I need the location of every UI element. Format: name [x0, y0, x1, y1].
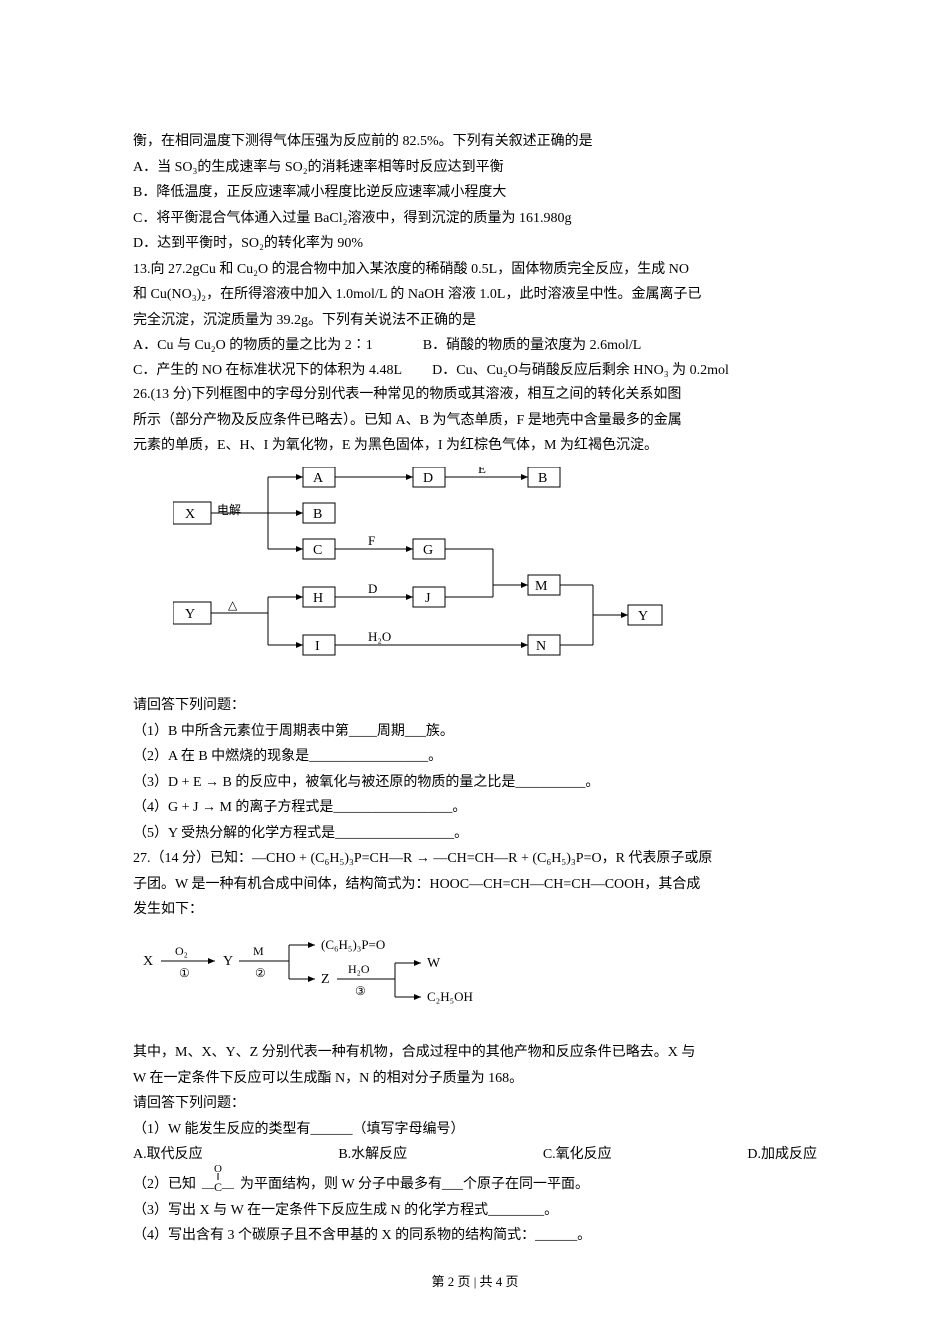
q26-stem-2: 所示（部分产物及反应条件已略去）。已知 A、B 为气态单质，F 是地壳中含量最多… [133, 409, 817, 434]
q26-stem-1: 26.(13 分)下列框图中的字母分别代表一种常见的物质或其溶液，相互之间的转化… [133, 383, 817, 408]
q27-s2-b: 为平面结构，则 W 分子中最多有___个原子在同一平面。 [240, 1173, 589, 1198]
node-x: X [185, 507, 195, 522]
node-b: B [313, 507, 322, 522]
q13-row-cd: C．产生的 NO 在标准状况下的体积为 4.48L D．Cu、Cu₂O与硝酸反应… [133, 359, 817, 384]
q27-stem-1: 27.（14 分）已知：—CHO + (C₆H₅)₃P=CH—R → —CH=C… [133, 847, 817, 872]
q13-row-ab: A．Cu 与 Cu₂O 的物质的量之比为 2∶1 B．硝酸的物质的量浓度为 2.… [133, 334, 817, 359]
q27-stem-2: 子团。W 是一种有机合成中间体，结构简式为：HOOC—CH=CH—CH=CH—C… [133, 873, 817, 898]
q13-opt-c: C．产生的 NO 在标准状况下的体积为 4.48L [133, 359, 402, 384]
node-a: A [313, 471, 324, 486]
q13-stem-2: 和 Cu(NO₃)₂，在所得溶液中加入 1.0mol/L 的 NaOH 溶液 1… [133, 283, 817, 308]
node-i: I [315, 639, 320, 654]
q27-stem-5: W 在一定条件下反应可以生成酯 N，N 的相对分子质量为 168。 [133, 1067, 817, 1092]
node-h: H [313, 591, 323, 606]
q27-reaction: X O₂ ① Y M ② (C₆H₅)₃P=O Z H₂O ③ W C₂H₅OH [143, 935, 817, 1030]
q27-s3: （3）写出 X 与 W 在一定条件下反应生成 N 的化学方程式________。 [133, 1199, 817, 1224]
rx-x: X [143, 954, 153, 969]
q27-s1-d: D.加成反应 [747, 1143, 817, 1168]
q27-s1-c: C.氧化反应 [543, 1143, 612, 1168]
rx-s3: ③ [355, 984, 366, 998]
q12-opt-d: D．达到平衡时，SO₂的转化率为 90% [133, 232, 817, 257]
q12-trail: 衡，在相同温度下测得气体压强为反应前的 82.5%。下列有关叙述正确的是 [133, 130, 817, 155]
q13-stem-1: 13.向 27.2gCu 和 Cu₂O 的混合物中加入某浓度的稀硝酸 0.5L，… [133, 258, 817, 283]
edge-electrolysis: 电解 [217, 503, 241, 517]
rx-out2: C₂H₅OH [427, 989, 473, 1004]
q13-opt-d: D．Cu、Cu₂O与硝酸反应后剩余 HNO₃ 为 0.2mol [432, 359, 729, 384]
node-n: N [536, 639, 546, 654]
node-m: M [535, 579, 548, 594]
edge-triangle: △ [228, 598, 238, 612]
q26-s1: （1）B 中所含元素位于周期表中第____周期___族。 [133, 720, 817, 745]
rx-m: M [253, 944, 264, 958]
q26-stem-3: 元素的单质，E、H、I 为氧化物，E 为黑色固体，I 为红棕色气体，M 为红褐色… [133, 434, 817, 459]
q13-opt-b: B．硝酸的物质的量浓度为 2.6mol/L [423, 334, 642, 359]
edge-f: F [368, 533, 375, 548]
q27-s1-a: A.取代反应 [133, 1143, 203, 1168]
rx-s2: ② [255, 966, 266, 980]
q26-sub-prompt: 请回答下列问题： [133, 694, 817, 719]
q27-s2-a: （2）已知 [133, 1173, 196, 1198]
node-j: J [425, 591, 431, 606]
rx-y: Y [223, 954, 233, 969]
rx-o2: O₂ [175, 944, 188, 958]
node-g: G [423, 543, 433, 558]
node-y: Y [185, 607, 195, 622]
q26-diagram: X 电解 A B C D E B F G M Y △ H I D J [173, 467, 817, 687]
rx-w: W [427, 956, 441, 971]
edge-h2o: H₂O [368, 629, 391, 644]
rx-out1: (C₆H₅)₃P=O [321, 937, 385, 952]
q12-opt-c: C．将平衡混合气体通入过量 BaCl₂溶液中，得到沉淀的质量为 161.980g [133, 207, 817, 232]
rx-h2o: H₂O [348, 962, 370, 976]
q27-s1: （1）W 能发生反应的类型有______（填写字母编号） [133, 1118, 817, 1143]
q26-s5: （5）Y 受热分解的化学方程式是_________________。 [133, 822, 817, 847]
q27-s1-b: B.水解反应 [338, 1143, 407, 1168]
edge-d: D [368, 581, 377, 596]
node-b2: B [538, 471, 547, 486]
node-d: D [423, 471, 433, 486]
q26-s2: （2）A 在 B 中燃烧的现象是_________________。 [133, 745, 817, 770]
q27-stem-4: 其中，M、X、Y、Z 分别代表一种有机物，合成过程中的其他产物和反应条件已略去。… [133, 1041, 817, 1066]
node-c: C [313, 543, 322, 558]
q27-s2: （2）已知 O ‖ —C— 为平面结构，则 W 分子中最多有___个原子在同一平… [133, 1168, 817, 1198]
page-footer: 第 2 页 | 共 4 页 [0, 1271, 950, 1294]
q12-opt-b: B．降低温度，正反应速率减小程度比逆反应速率减小程度大 [133, 181, 817, 206]
rx-z: Z [321, 972, 330, 987]
q13-opt-a: A．Cu 与 Cu₂O 的物质的量之比为 2∶1 [133, 334, 373, 359]
rx-s1: ① [179, 966, 190, 980]
q27-stem-3: 发生如下： [133, 898, 817, 923]
q27-stem-6: 请回答下列问题： [133, 1092, 817, 1117]
q27-s4: （4）写出含有 3 个碳原子且不含甲基的 X 的同系物的结构简式：______。 [133, 1224, 817, 1249]
q26-s3: （3）D + E → B 的反应中，被氧化与被还原的物质的量之比是_______… [133, 771, 817, 796]
node-y2: Y [638, 609, 648, 624]
q13-stem-3: 完全沉淀，沉淀质量为 39.2g。下列有关说法不正确的是 [133, 309, 817, 334]
q26-s4: （4）G + J → M 的离子方程式是_________________。 [133, 796, 817, 821]
q12-opt-a: A．当 SO₃的生成速率与 SO₂的消耗速率相等时反应达到平衡 [133, 156, 817, 181]
carbonyl-icon: O ‖ —C— [196, 1168, 240, 1198]
edge-e: E [478, 467, 486, 476]
